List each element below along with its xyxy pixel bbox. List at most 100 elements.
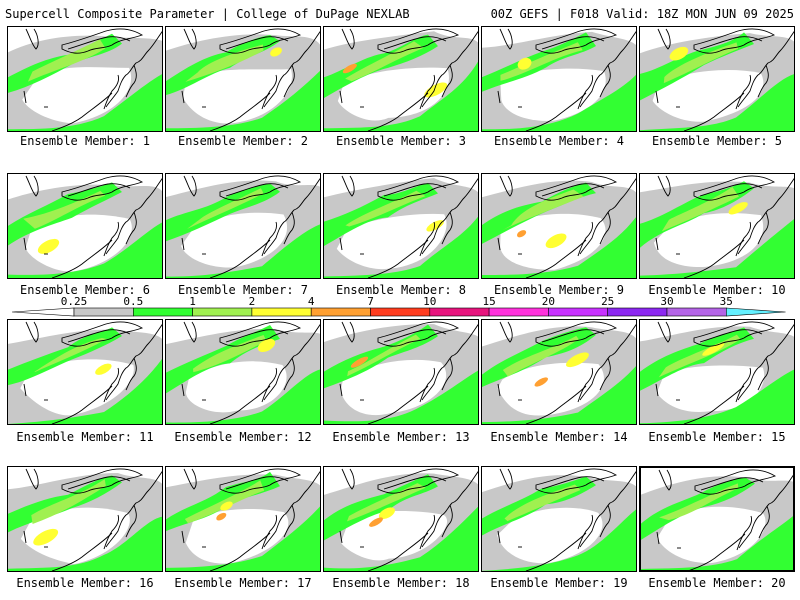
ensemble-member-map[interactable] xyxy=(7,173,163,279)
clear-region xyxy=(185,361,287,413)
colorbar-tick-label: 7 xyxy=(367,296,374,308)
map-canvas xyxy=(482,321,636,424)
map-canvas xyxy=(324,28,478,131)
clear-region xyxy=(653,213,764,268)
ensemble-member-label: Ensemble Member: 19 xyxy=(490,576,628,590)
map-canvas xyxy=(8,321,162,424)
ensemble-member-label: Ensemble Member: 6 xyxy=(19,283,151,297)
scp-contour-orange xyxy=(216,512,227,521)
map-outlines xyxy=(181,321,320,424)
ensemble-member-map[interactable] xyxy=(165,173,321,279)
scp-contour-lightgreen xyxy=(23,190,106,229)
ensemble-member-map[interactable] xyxy=(639,319,795,425)
ensemble-member-label: Ensemble Member: 4 xyxy=(493,134,625,148)
map-canvas xyxy=(166,28,320,131)
map-outlines xyxy=(339,175,478,278)
scp-contour-green-south xyxy=(8,358,162,424)
colorbar-swatch xyxy=(133,307,193,317)
ensemble-member-map[interactable] xyxy=(481,26,637,132)
ensemble-member-map[interactable] xyxy=(323,26,479,132)
scp-contour-lightgreen xyxy=(504,484,581,522)
scp-contour-lightgreen xyxy=(27,39,106,82)
ensemble-member-map[interactable] xyxy=(639,26,795,132)
scp-contour-green-south xyxy=(640,369,794,424)
clear-region xyxy=(25,214,132,272)
scp-contour-lightgreen xyxy=(185,44,264,82)
scp-contour-green-south xyxy=(166,70,320,131)
scp-contour-green-south xyxy=(482,217,636,278)
clear-region xyxy=(336,213,447,270)
ensemble-member-label: Ensemble Member: 11 xyxy=(16,430,154,444)
map-outlines xyxy=(497,321,636,424)
colorbar-tick-label: 15 xyxy=(482,296,495,308)
map-title: Supercell Composite Parameter | College … xyxy=(5,7,410,21)
scp-contour-lightgreen xyxy=(502,335,579,377)
map-outlines xyxy=(181,28,320,131)
colorbar-tick-label: 10 xyxy=(423,296,436,308)
map-outlines xyxy=(497,468,636,571)
scp-contour-yellow xyxy=(566,352,589,368)
map-outlines xyxy=(656,469,793,570)
map-canvas xyxy=(640,28,794,131)
map-canvas xyxy=(324,321,478,424)
map-outlines xyxy=(655,321,794,424)
colorbar-svg: 0.25 0.5 1 2 4 7 10 15 20 25 30 35 xyxy=(12,296,786,317)
map-canvas xyxy=(324,175,478,278)
map-canvas xyxy=(640,321,794,424)
clear-region xyxy=(181,212,288,268)
scp-contour-orange xyxy=(534,377,548,387)
colorbar-tick-label: 25 xyxy=(601,296,614,308)
ensemble-member-map[interactable] xyxy=(7,466,163,572)
colorbar-tick-label: 0.5 xyxy=(123,296,143,308)
map-outlines xyxy=(497,28,636,131)
colorbar-tick-label: 4 xyxy=(308,296,315,308)
scp-contour-green-south xyxy=(8,74,162,131)
scp-contour-green-south xyxy=(640,74,794,131)
ensemble-member-map[interactable] xyxy=(165,26,321,132)
ensemble-member-map[interactable] xyxy=(7,319,163,425)
ensemble-member-map[interactable] xyxy=(165,319,321,425)
ensemble-member-map[interactable] xyxy=(481,173,637,279)
colorbar-swatch xyxy=(251,307,312,317)
scp-contour-yellow xyxy=(95,363,112,375)
scp-contour-lightgreen xyxy=(34,337,107,373)
map-outlines xyxy=(23,175,162,278)
colorbar-swatch xyxy=(488,307,549,317)
ensemble-member-map[interactable] xyxy=(639,466,795,572)
scp-contour-yellow xyxy=(37,238,60,254)
color-legend: 0.25 0.5 1 2 4 7 10 15 20 25 30 35 xyxy=(12,296,788,324)
ensemble-member-map[interactable] xyxy=(323,319,479,425)
clear-region xyxy=(500,68,606,121)
map-canvas xyxy=(482,175,636,278)
scp-contour-yellow xyxy=(270,47,282,57)
ensemble-member-label: Ensemble Member: 12 xyxy=(174,430,312,444)
map-canvas xyxy=(166,175,320,278)
clear-region xyxy=(656,365,765,412)
ensemble-member-label: Ensemble Member: 3 xyxy=(335,134,467,148)
scp-contour-orange xyxy=(369,517,383,527)
map-outlines xyxy=(655,28,794,131)
ensemble-member-map[interactable] xyxy=(7,26,163,132)
scp-contour-green-south xyxy=(482,366,636,424)
scp-contour-yellow xyxy=(220,501,233,511)
scp-contour-lightgreen xyxy=(31,479,106,524)
ensemble-member-label: Ensemble Member: 10 xyxy=(648,283,786,297)
ensemble-member-map[interactable] xyxy=(481,466,637,572)
scp-contour-green-south xyxy=(324,216,478,278)
ensemble-member-label: Ensemble Member: 20 xyxy=(648,576,786,590)
colorbar-swatch xyxy=(548,307,609,317)
ensemble-member-map[interactable] xyxy=(323,466,479,572)
ensemble-member-map[interactable] xyxy=(165,466,321,572)
scp-contour-green-south xyxy=(641,516,793,570)
map-outlines xyxy=(23,468,162,571)
scp-contour-green-south xyxy=(640,219,794,278)
scp-contour-green-south xyxy=(166,224,320,278)
colorbar-arrow-right xyxy=(725,307,786,317)
map-canvas xyxy=(640,175,794,278)
ensemble-member-map[interactable] xyxy=(323,173,479,279)
scp-contour-lightgreen xyxy=(193,335,267,373)
scp-contour-orange xyxy=(516,230,527,238)
ensemble-member-map[interactable] xyxy=(481,319,637,425)
ensemble-member-map[interactable] xyxy=(639,173,795,279)
colorbar-swatch xyxy=(666,307,727,317)
